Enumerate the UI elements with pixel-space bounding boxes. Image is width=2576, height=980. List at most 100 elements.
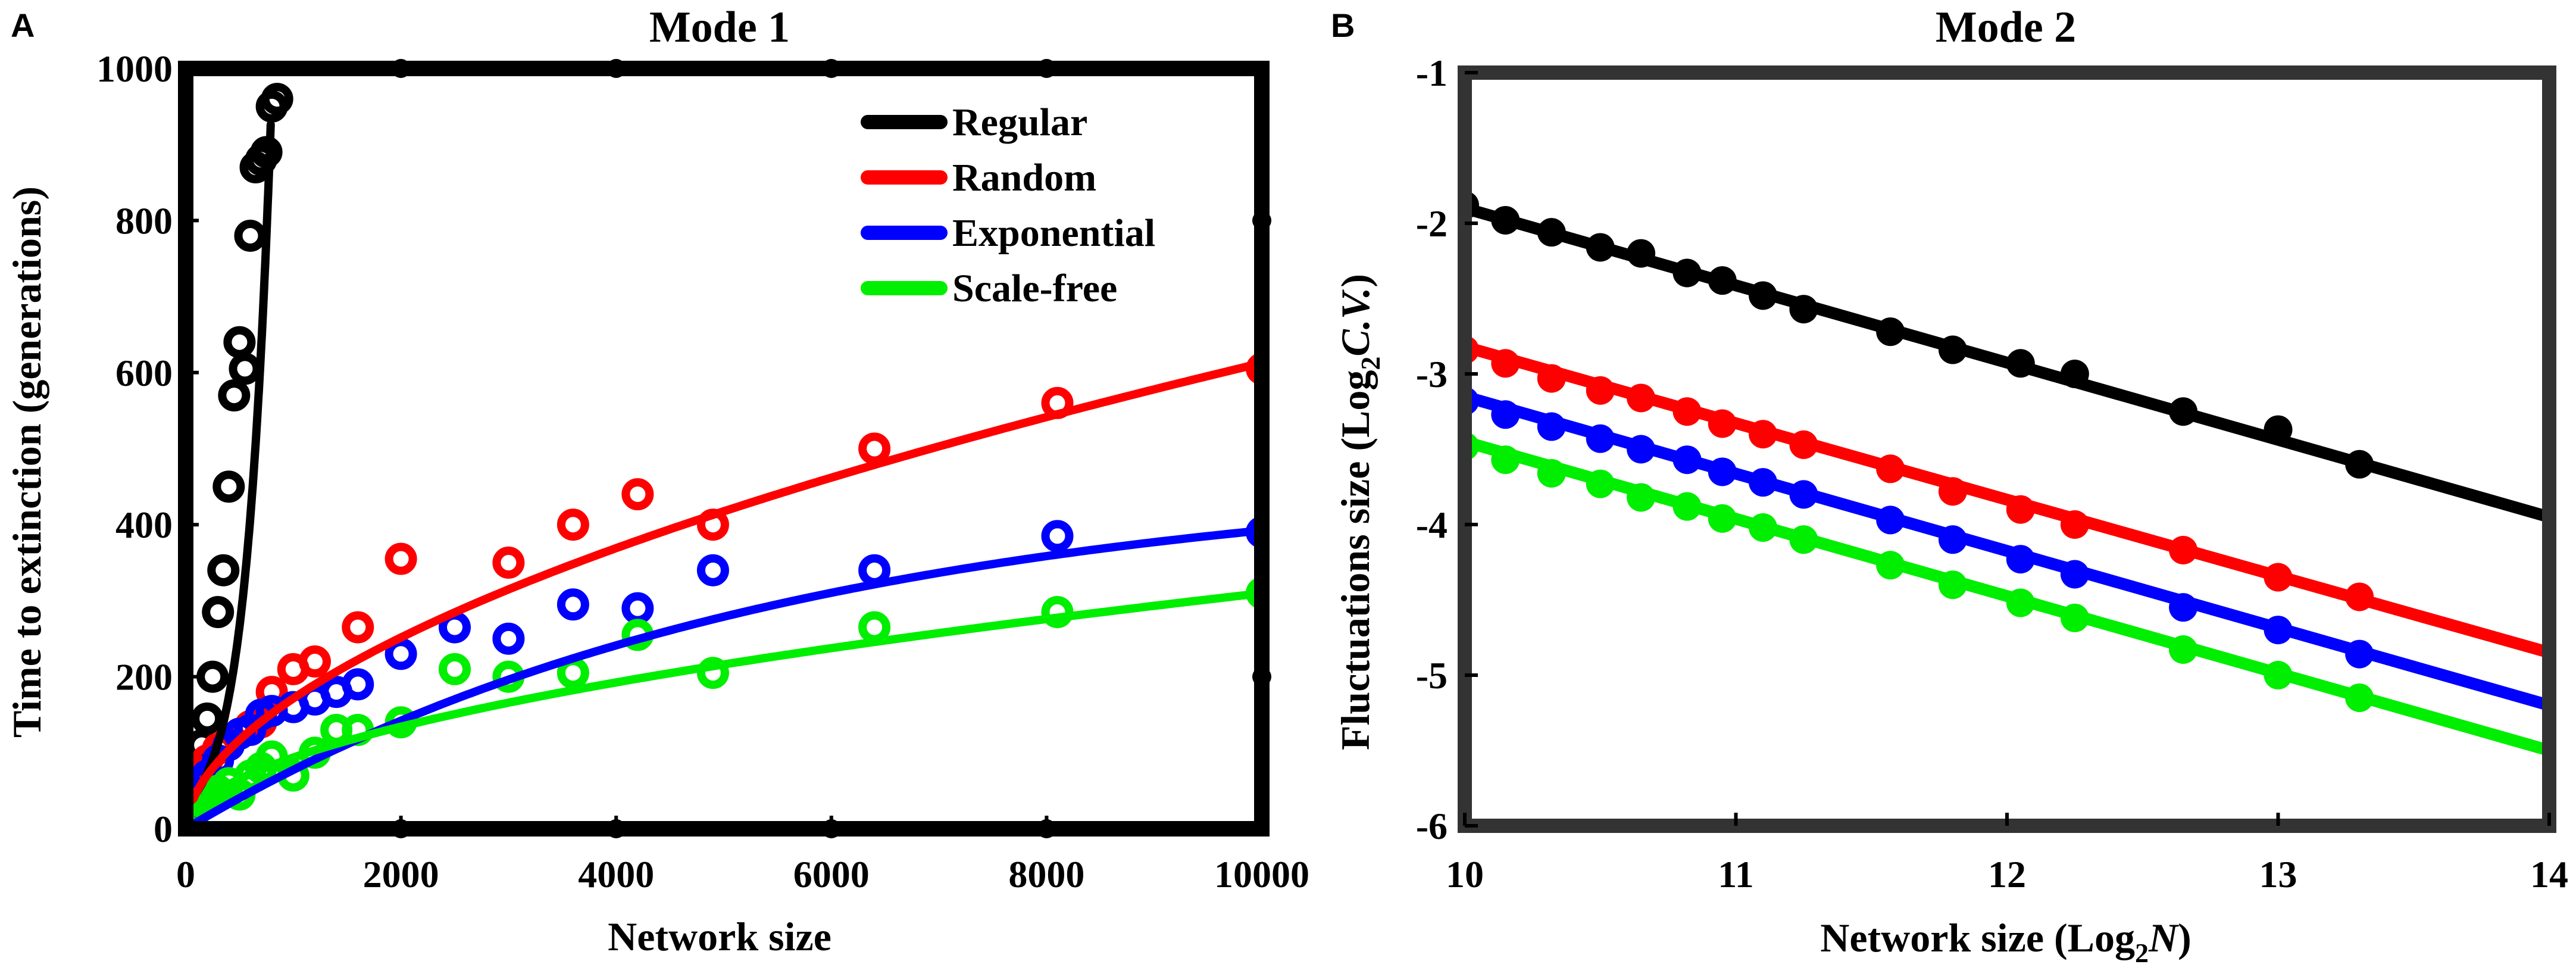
panel-a-point-regular [207,554,240,586]
panel-b-point-exponential [1627,435,1656,464]
panel-b-point-random [2264,563,2293,592]
panel-b-point-exponential [1708,457,1737,486]
panel-a-plot-area [186,83,1262,829]
panel-b-point-scale-free [1938,570,1967,600]
panel-b-ytick-label: -3 [1416,353,1448,395]
panel-a-ytick-label: 1000 [96,48,173,90]
panel-a-edge-marker [1037,59,1056,78]
panel-b-point-regular [1749,281,1778,310]
panel-a-edge-marker [607,59,626,78]
panel-b-point-random [1537,364,1566,393]
panel-a-edge-marker [1252,667,1271,686]
panel-b-point-scale-free [2264,661,2293,689]
panel-a-fit-line-random [186,358,1262,829]
panel-b-point-regular [1708,266,1737,295]
panel-b-point-scale-free [2060,603,2089,632]
panel-b-xlabel-var: N [2148,915,2180,960]
panel-b-fit-line-exponential [1465,391,2549,711]
panel-a-point-regular [229,352,261,385]
panel-b-ylabel-var: C.V. [1333,288,1378,357]
panel-a-point-exponential [492,622,525,655]
panel-a-xtick-label: 2000 [363,853,439,895]
panel-b-ylabel-sub: 2 [1355,357,1386,370]
panel-a-ticks: 0 2000 4000 6000 8000 10000 0 200 400 600 800 1000 [96,48,1309,895]
panel-b-ytick-label: -5 [1416,654,1448,697]
panel-a-point-random [557,508,589,541]
panel-b-point-exponential [2006,545,2035,574]
panel-b-fit-line-scale-free [1465,436,2549,757]
panel-a-edge-marker [1252,211,1271,230]
panel-b-point-scale-free [1627,483,1656,512]
legend-label-regular: Regular [952,101,1087,144]
panel-a-legend: Regular Random Exponential Scale-free [861,101,1155,310]
panel-b-point-regular [2264,415,2293,444]
panel-b-point-exponential [1876,505,1905,535]
panel-b-series-exponential [1465,386,2374,669]
panel-b-point-regular [1491,205,1520,235]
panel-a-ytick-label: 600 [115,352,173,394]
panel-b-point-scale-free [1876,551,1905,580]
panel-b-letter: B [1331,7,1355,44]
panel-b-ytick-label: -6 [1416,805,1448,847]
panel-b-ytick-label: -2 [1416,202,1448,245]
panel-a-xtick-label: 4000 [578,853,654,895]
panel-a-xtick-label: 10000 [1214,853,1309,895]
panel-b-point-random [1627,383,1656,413]
panel-b-point-regular [2060,360,2089,388]
panel-b-point-scale-free [1491,445,1520,475]
panel-b-point-random [1708,409,1737,438]
panel-a-edge-marker [391,59,411,78]
panel-a-point-regular [191,702,224,735]
panel-b-point-scale-free [1537,458,1566,488]
panel-b-point-regular [1876,317,1905,347]
panel-a: A Mode 1 Network size Time to extinction… [4,3,1309,959]
panel-a-title: Mode 1 [649,3,790,52]
panel-b-point-regular [1586,233,1615,262]
panel-a-xtick-label: 0 [176,853,195,895]
panel-a-point-random [384,542,417,575]
panel-a-xtick-label: 8000 [1008,853,1084,895]
panel-b-xtick-label: 13 [2259,853,2297,895]
panel-b-point-scale-free [2006,588,2035,617]
panel-b-point-exponential [1491,400,1520,429]
legend-label-random: Random [952,156,1096,199]
panel-b-ylabel-text: Fluctuations size (Log [1333,370,1378,750]
panel-b-point-regular [1672,258,1702,288]
panel-b-point-random [1491,349,1520,378]
panel-a-ytick-label: 800 [115,199,173,242]
legend-label-scale-free: Scale-free [952,267,1117,310]
panel-b-xlabel-sub: 2 [2135,938,2149,968]
panel-b-point-random [2169,536,2198,565]
panel-b-point-regular [1627,239,1656,268]
panel-a-point-regular [261,83,293,116]
panel-b-xtick-label: 11 [1718,853,1753,895]
panel-b-xtick-label: 12 [1988,853,2026,895]
panel-b-xlabel: Network size (Log2N) [1820,915,2192,968]
panel-b-ticks: 10 11 12 13 14 -6 -5 -4 -3 -2 -1 [1416,52,2568,895]
panel-b-point-regular [2345,450,2374,479]
panel-b-point-random [1938,477,1967,506]
panel-b-point-random [2345,582,2374,611]
panel-b-point-exponential [2060,560,2089,589]
panel-a-ytick-label: 0 [154,808,173,850]
panel-b-point-random [1789,430,1818,459]
panel-b-point-random [2060,510,2089,539]
panel-b-point-scale-free [2345,683,2374,712]
panel-b-point-random [2006,495,2035,524]
panel-a-xlabel: Network size [608,914,831,959]
panel-a-point-scale-free [696,657,729,689]
panel-b-point-exponential [2169,593,2198,622]
panel-a-point-scale-free [858,611,891,644]
panel-a-point-random [621,478,654,511]
panel-a-edge-marker [821,59,841,78]
panel-b-point-scale-free [1586,469,1615,498]
panel-b-title: Mode 2 [1936,3,2076,52]
panel-b-series-scale-free [1465,432,2374,712]
panel-b-ytick-label: -4 [1416,504,1448,546]
panel-b-xtick-label: 14 [2530,853,2568,895]
panel-a-point-exponential [621,592,654,625]
panel-b-point-regular [2006,349,2035,378]
legend-label-exponential: Exponential [952,211,1155,255]
panel-a-point-random [858,432,891,465]
